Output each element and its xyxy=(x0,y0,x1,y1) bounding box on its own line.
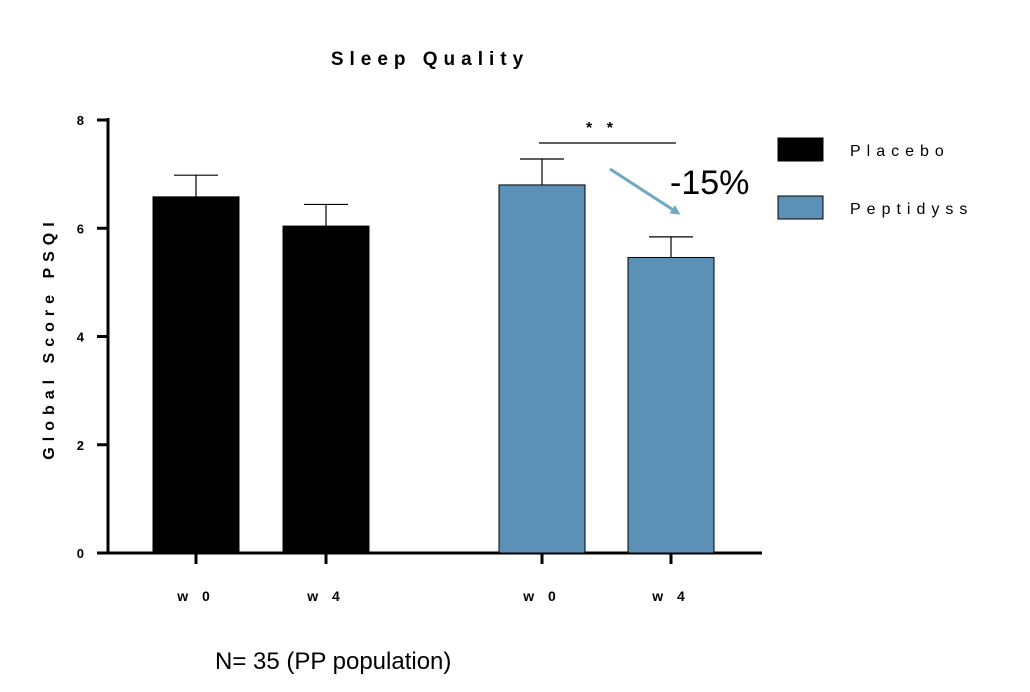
bar xyxy=(627,256,715,554)
population-footnote: N= 35 (PP population) xyxy=(215,648,451,675)
legend-label: Peptidyss xyxy=(850,201,973,218)
legend-swatch xyxy=(777,137,824,162)
bars xyxy=(152,158,715,554)
percent-change-label: -15% xyxy=(670,164,749,202)
bar xyxy=(152,196,240,554)
y-tick-label: 4 xyxy=(77,330,85,345)
x-tick-label: w 0 xyxy=(522,588,561,604)
legend-label: Placebo xyxy=(850,143,950,160)
x-tick-label: w 4 xyxy=(651,588,690,604)
bar xyxy=(498,184,586,554)
y-tick-label: 2 xyxy=(77,438,84,453)
y-tick-label: 0 xyxy=(77,546,84,561)
y-axis-ticks: 0 2 4 6 8 xyxy=(77,113,108,561)
x-tick-label: w 0 xyxy=(176,588,215,604)
significance-annotation: * * xyxy=(539,120,676,144)
y-tick-label: 8 xyxy=(77,113,84,128)
chart-title: Sleep Quality xyxy=(331,49,529,70)
x-axis-ticks: w 0 w 4 w 0 w 4 xyxy=(176,553,690,604)
significance-stars: * * xyxy=(586,120,618,137)
x-tick-label: w 4 xyxy=(306,588,345,604)
legend-swatch xyxy=(777,195,824,220)
y-axis-label: Global Score PSQI xyxy=(41,216,58,459)
bar xyxy=(282,225,370,554)
legend: Placebo Peptidyss xyxy=(777,137,973,220)
y-tick-label: 6 xyxy=(77,221,84,236)
decrease-arrow xyxy=(609,167,681,215)
